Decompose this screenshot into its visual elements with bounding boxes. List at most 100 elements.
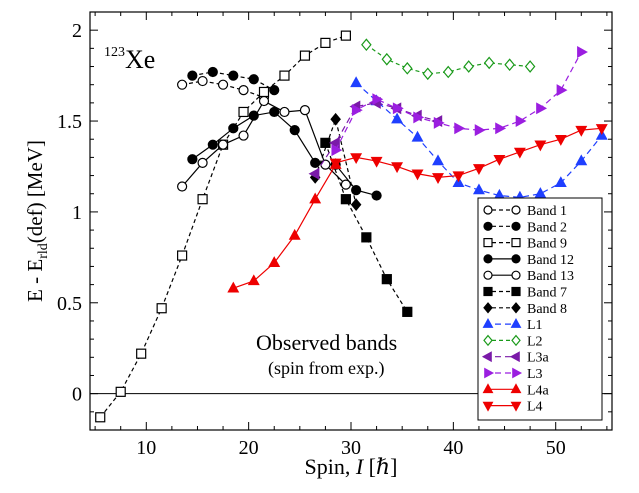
data-point: [513, 147, 526, 159]
data-point: [238, 85, 249, 96]
annotation-line2: (spin from exp.): [268, 358, 384, 379]
legend-item: L4a: [482, 383, 550, 398]
y-tick-label: 1: [72, 202, 82, 224]
legend-item: L1: [482, 318, 543, 333]
y-tick-label: 0.5: [57, 293, 82, 315]
series-l3: [331, 46, 588, 157]
legend-label: L4: [527, 400, 543, 415]
data-point: [481, 351, 492, 363]
data-point: [279, 106, 290, 118]
data-point: [238, 106, 249, 118]
data-point: [474, 124, 486, 137]
data-point: [197, 75, 208, 87]
x-tick-label: 20: [239, 437, 259, 459]
series-line: [192, 111, 377, 197]
data-point: [197, 194, 208, 205]
data-point: [402, 62, 413, 75]
data-point: [483, 270, 493, 280]
data-point: [299, 105, 311, 116]
data-point: [329, 136, 340, 149]
data-point: [442, 65, 454, 79]
data-point: [511, 302, 521, 314]
data-point: [483, 56, 495, 70]
data-point: [483, 302, 493, 314]
data-point: [511, 221, 521, 231]
legend-label: L3: [527, 367, 543, 382]
data-point: [482, 401, 494, 412]
data-point: [381, 274, 392, 285]
data-point: [228, 70, 239, 81]
data-point: [330, 112, 341, 126]
data-point: [248, 110, 259, 121]
legend-item: L2: [483, 334, 543, 349]
legend-label: Band 2: [527, 220, 567, 235]
data-point: [217, 79, 229, 90]
x-tick-label: 50: [546, 437, 566, 459]
data-point: [577, 46, 588, 58]
data-point: [534, 187, 547, 198]
legend-label: Band 8: [527, 302, 567, 317]
legend-label: L2: [527, 334, 543, 349]
y-axis-label: E - Erld(def) [MeV]: [23, 140, 51, 302]
nucleus-label: 123Xe: [104, 45, 155, 74]
data-point: [472, 164, 485, 175]
data-point: [484, 367, 495, 379]
data-point: [320, 137, 331, 148]
data-point: [482, 318, 494, 328]
data-point: [279, 70, 290, 81]
y-tick-label: 0: [72, 384, 82, 406]
legend-box: [477, 197, 603, 421]
series-line: [233, 164, 337, 289]
data-point: [351, 185, 362, 196]
data-point: [392, 102, 404, 115]
data-point: [371, 190, 382, 201]
data-point: [556, 84, 568, 97]
data-point: [228, 123, 239, 134]
data-point: [299, 50, 311, 61]
data-point: [463, 60, 474, 73]
nucleus-mass: 123: [104, 45, 125, 60]
x-axis-label: Spin, I [ℏ]: [304, 454, 397, 479]
data-point: [432, 173, 444, 185]
data-point: [452, 171, 465, 183]
series-band-2: [187, 66, 280, 96]
data-point: [288, 228, 301, 240]
data-point: [493, 155, 506, 166]
data-point: [554, 176, 567, 188]
data-point: [177, 181, 188, 192]
data-point: [575, 154, 588, 166]
data-point: [511, 286, 521, 297]
legend-label: Band 12: [527, 253, 574, 268]
data-point: [350, 198, 362, 211]
data-point: [197, 157, 208, 168]
data-point: [509, 351, 520, 363]
data-point: [320, 159, 331, 170]
data-point: [504, 58, 515, 72]
data-point: [510, 383, 522, 394]
x-tick-label: 30: [341, 437, 361, 459]
data-point: [268, 256, 281, 267]
data-point: [381, 52, 393, 66]
data-point: [187, 70, 198, 81]
series-l4: [329, 124, 608, 185]
legend-item: Band 1: [483, 204, 567, 219]
data-point: [258, 86, 270, 98]
data-point: [495, 122, 507, 135]
data-point: [289, 125, 300, 136]
series-l4a: [227, 158, 342, 293]
legend-item: L3a: [481, 351, 550, 366]
data-point: [187, 154, 198, 165]
data-point: [595, 124, 608, 135]
data-point: [136, 348, 147, 359]
series-line: [192, 71, 275, 91]
data-point: [207, 139, 218, 150]
data-point: [482, 383, 494, 394]
data-point: [391, 112, 404, 124]
data-point: [370, 156, 383, 168]
legend-label: L3a: [527, 351, 550, 366]
legend-label: Band 9: [527, 237, 567, 252]
data-point: [432, 154, 444, 166]
legend-item: L4: [482, 400, 543, 415]
data-point: [534, 140, 547, 152]
